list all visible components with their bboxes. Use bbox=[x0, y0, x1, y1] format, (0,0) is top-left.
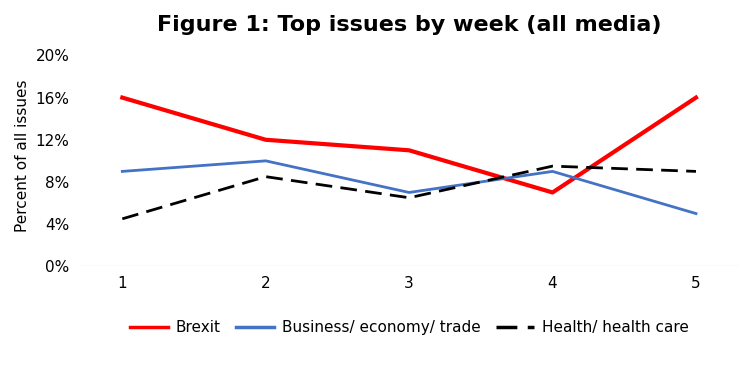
Y-axis label: Percent of all issues: Percent of all issues bbox=[15, 79, 30, 232]
Health/ health care bbox=[261, 174, 270, 179]
Business/ economy/ trade bbox=[691, 211, 700, 216]
Line: Health/ health care: Health/ health care bbox=[122, 166, 696, 219]
Line: Brexit: Brexit bbox=[122, 98, 696, 192]
Health/ health care bbox=[118, 217, 127, 221]
Health/ health care bbox=[548, 164, 557, 168]
Health/ health care bbox=[405, 196, 414, 200]
Brexit bbox=[405, 148, 414, 153]
Business/ economy/ trade bbox=[118, 169, 127, 174]
Brexit bbox=[548, 190, 557, 195]
Brexit bbox=[118, 95, 127, 100]
Brexit bbox=[691, 95, 700, 100]
Business/ economy/ trade bbox=[548, 169, 557, 174]
Title: Figure 1: Top issues by week (all media): Figure 1: Top issues by week (all media) bbox=[157, 15, 661, 35]
Legend: Brexit, Business/ economy/ trade, Health/ health care: Brexit, Business/ economy/ trade, Health… bbox=[124, 314, 694, 341]
Line: Business/ economy/ trade: Business/ economy/ trade bbox=[122, 161, 696, 214]
Business/ economy/ trade bbox=[405, 190, 414, 195]
Brexit bbox=[261, 138, 270, 142]
Health/ health care bbox=[691, 169, 700, 174]
Business/ economy/ trade bbox=[261, 159, 270, 163]
